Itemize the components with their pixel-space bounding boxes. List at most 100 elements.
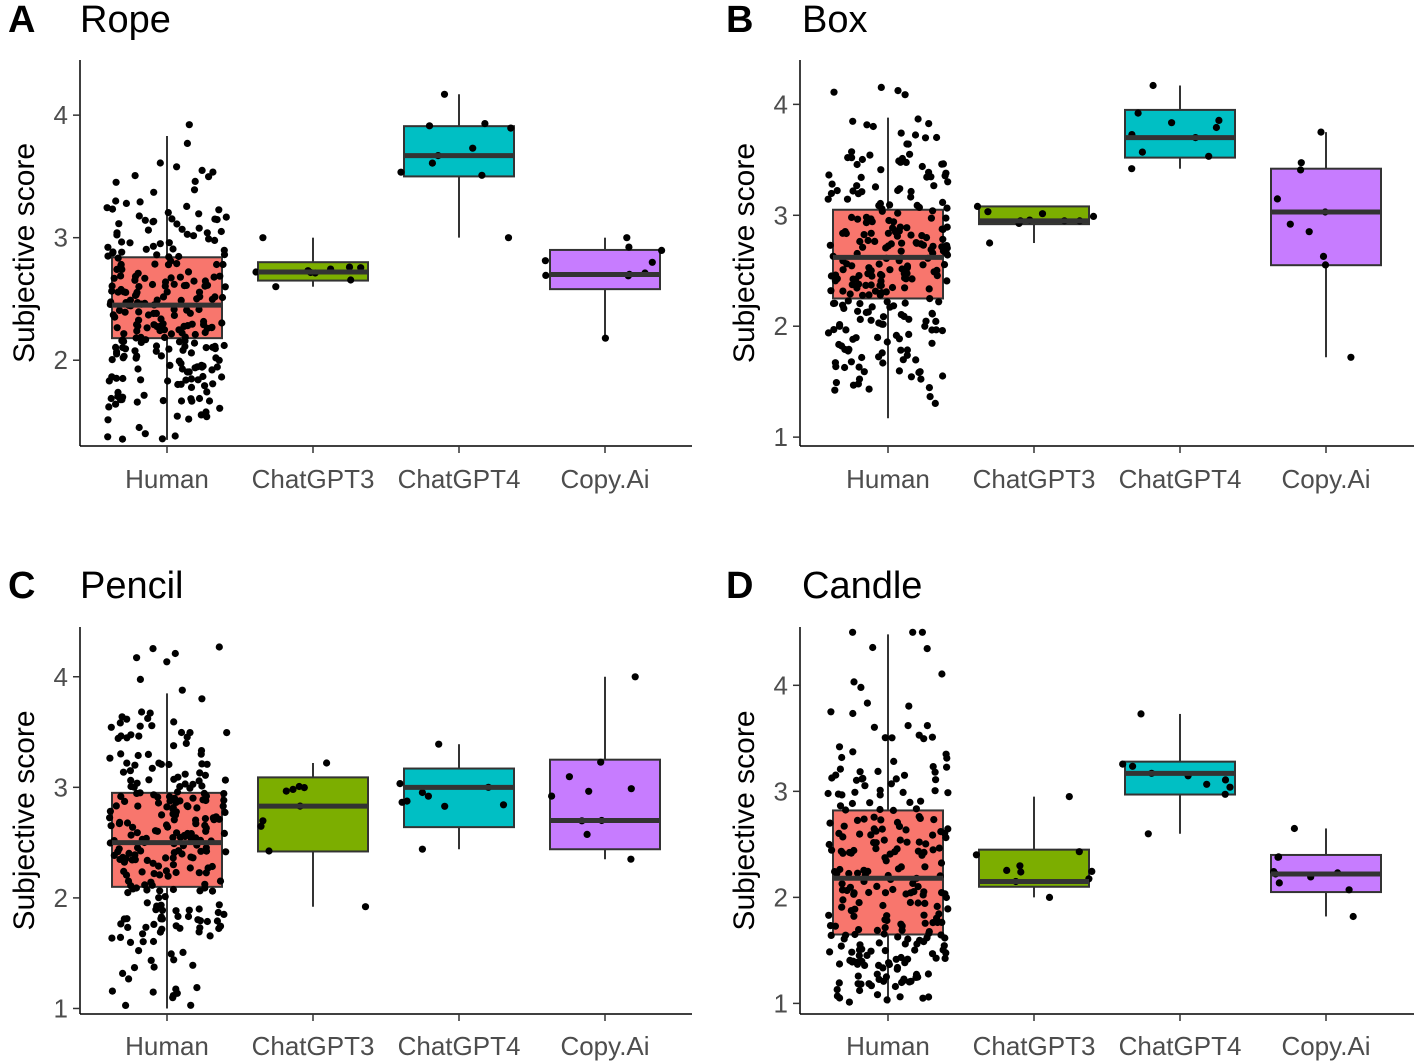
data-point <box>396 780 404 788</box>
data-point <box>942 750 950 758</box>
data-point <box>220 796 228 804</box>
data-point <box>141 274 149 282</box>
data-point <box>839 896 847 904</box>
data-point <box>867 831 875 839</box>
data-point <box>922 840 930 848</box>
data-point <box>907 231 915 239</box>
data-point <box>658 246 666 254</box>
data-point <box>213 917 221 925</box>
data-point <box>905 702 913 710</box>
data-point <box>183 139 191 147</box>
data-point <box>157 901 165 909</box>
data-point <box>112 802 120 810</box>
data-point <box>891 982 900 991</box>
data-point <box>863 121 871 129</box>
data-point <box>870 723 879 731</box>
data-point <box>941 954 949 963</box>
data-point <box>169 245 177 253</box>
data-point <box>854 307 862 315</box>
data-point <box>855 363 863 371</box>
data-point <box>170 816 178 824</box>
data-point <box>123 759 131 767</box>
data-point <box>150 309 158 318</box>
data-point <box>919 891 927 899</box>
data-point <box>832 379 841 387</box>
data-point <box>220 910 228 919</box>
data-point <box>141 216 149 224</box>
data-point <box>828 846 836 854</box>
data-point <box>911 131 920 139</box>
data-point <box>156 871 164 879</box>
data-point <box>169 992 177 1000</box>
data-point <box>942 169 950 177</box>
data-point <box>203 229 211 237</box>
data-point <box>876 786 884 794</box>
data-point <box>829 299 838 308</box>
data-point <box>149 859 157 867</box>
data-point <box>835 743 844 751</box>
data-point <box>143 324 151 332</box>
data-point <box>891 848 899 856</box>
data-point <box>208 324 216 332</box>
data-point <box>106 754 114 762</box>
data-point <box>932 317 940 325</box>
data-point <box>210 816 218 824</box>
y-tick-label: 1 <box>774 422 788 452</box>
data-point <box>158 811 166 819</box>
data-point <box>143 856 151 865</box>
data-point <box>865 264 873 272</box>
data-point <box>201 771 209 779</box>
data-point <box>115 306 124 314</box>
data-point <box>924 970 933 978</box>
data-point <box>1273 195 1281 203</box>
data-point <box>186 784 194 792</box>
data-point <box>833 992 842 1000</box>
data-point <box>213 260 221 269</box>
data-point <box>1297 159 1305 167</box>
data-point <box>866 799 874 807</box>
x-tick-label: Copy.Ai <box>560 464 649 494</box>
data-point <box>831 868 839 876</box>
x-tick-label: Copy.Ai <box>560 1031 649 1061</box>
data-point <box>403 797 411 805</box>
data-point <box>172 985 180 993</box>
data-point <box>221 808 229 817</box>
data-point <box>867 316 875 324</box>
data-point <box>847 358 856 366</box>
data-point <box>164 209 172 217</box>
data-point <box>148 280 157 289</box>
data-point <box>252 268 260 276</box>
data-point <box>116 818 124 827</box>
data-point <box>203 917 211 926</box>
data-point <box>850 912 858 920</box>
data-point <box>920 848 928 857</box>
data-point <box>894 209 902 217</box>
data-point <box>135 283 143 291</box>
data-point <box>119 374 127 383</box>
data-point <box>345 263 354 271</box>
data-point <box>131 761 139 769</box>
data-point <box>1275 879 1283 887</box>
data-point <box>881 734 889 742</box>
data-point <box>833 187 841 195</box>
data-point <box>167 950 175 958</box>
data-point <box>157 760 165 768</box>
data-point <box>127 731 135 739</box>
data-point <box>827 931 835 940</box>
data-point <box>848 213 856 221</box>
data-point <box>171 649 179 658</box>
data-point <box>853 160 861 169</box>
data-point <box>877 816 885 824</box>
data-point <box>136 789 144 797</box>
data-point <box>839 849 847 857</box>
data-point <box>177 397 186 405</box>
data-point <box>181 342 189 350</box>
data-point <box>875 961 883 970</box>
data-point <box>863 699 872 707</box>
data-point <box>892 955 900 963</box>
data-point <box>855 272 863 280</box>
data-point <box>1138 148 1146 156</box>
data-point <box>827 287 835 295</box>
data-point <box>123 915 131 923</box>
data-point <box>943 242 951 250</box>
